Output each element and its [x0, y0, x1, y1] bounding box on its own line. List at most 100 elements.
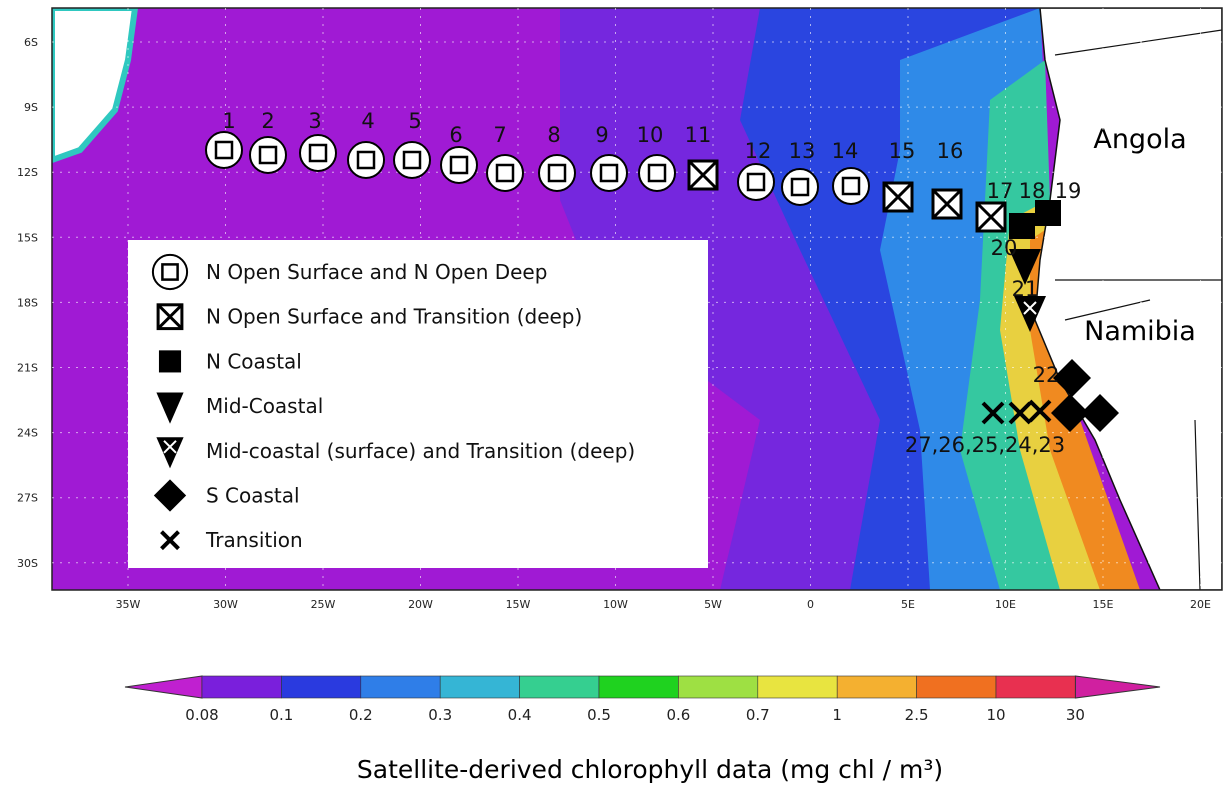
station-label: 12 — [745, 139, 772, 163]
legend-label: N Coastal — [206, 349, 302, 373]
station-marker — [487, 155, 523, 191]
colorbar-label: 0.1 — [269, 706, 293, 724]
station-label: 14 — [832, 139, 859, 163]
lon-tick-label: 5W — [704, 598, 722, 611]
station-label: 9 — [595, 123, 608, 147]
station-label: 17 — [987, 179, 1014, 203]
marker-square — [748, 174, 764, 190]
lon-tick-label: 10E — [995, 598, 1016, 611]
lon-tick-label: 10W — [603, 598, 628, 611]
lat-tick-label: 18S — [17, 296, 38, 309]
colorbar-label: 10 — [986, 706, 1005, 724]
lat-tick-label: 12S — [17, 166, 38, 179]
station-label: 5 — [408, 109, 421, 133]
station-label: 18 — [1019, 179, 1046, 203]
colorbar-segment — [758, 676, 837, 698]
colorbar-segment — [281, 676, 360, 698]
colorbar-segment — [996, 676, 1075, 698]
station-label: 13 — [789, 139, 816, 163]
station-marker — [591, 155, 627, 191]
marker-square — [310, 145, 326, 161]
lat-tick-label: 27S — [17, 492, 38, 505]
station-marker — [738, 164, 774, 200]
legend-label: N Open Surface and Transition (deep) — [206, 305, 582, 329]
colorbar-label: 0.2 — [349, 706, 373, 724]
colorbar-segment — [599, 676, 678, 698]
colorbar-segment — [202, 676, 281, 698]
station-marker — [159, 350, 181, 372]
station-label: 15 — [889, 139, 916, 163]
colorbar-label: 0.4 — [508, 706, 532, 724]
station-label: 22 — [1033, 363, 1060, 387]
station-marker — [539, 155, 575, 191]
lon-tick-label: 20W — [408, 598, 433, 611]
station-marker — [441, 147, 477, 183]
legend-label: N Open Surface and N Open Deep — [206, 260, 547, 284]
station-marker — [689, 161, 717, 189]
colorbar-segment — [361, 676, 440, 698]
legend-label: S Coastal — [206, 484, 300, 508]
station-label: 20 — [991, 236, 1018, 260]
station-marker — [1035, 200, 1061, 226]
station-marker — [158, 305, 182, 329]
lon-tick-label: 30W — [213, 598, 238, 611]
station-marker — [300, 135, 336, 171]
marker-square — [1035, 200, 1061, 226]
station-marker — [206, 132, 242, 168]
station-marker — [977, 203, 1005, 231]
marker-square — [497, 165, 513, 181]
station-label: 16 — [937, 139, 964, 163]
legend-label: Mid-Coastal — [206, 394, 323, 418]
lat-tick-label: 30S — [17, 557, 38, 570]
lon-tick-label: 35W — [116, 598, 141, 611]
legend-label: Mid-coastal (surface) and Transition (de… — [206, 439, 635, 463]
station-marker — [639, 155, 675, 191]
station-marker — [348, 142, 384, 178]
station-label: 1 — [222, 109, 235, 133]
marker-square — [601, 165, 617, 181]
station-label: 10 — [637, 123, 664, 147]
station-label: 19 — [1055, 179, 1082, 203]
figure: Angola Namibia Satellite-derived chlorop… — [0, 0, 1225, 787]
station-marker — [884, 183, 912, 211]
lon-tick-label: 15E — [1093, 598, 1114, 611]
station-marker — [394, 142, 430, 178]
colorbar-label: 0.08 — [185, 706, 218, 724]
lon-tick-label: 5E — [901, 598, 915, 611]
marker-square — [159, 350, 181, 372]
station-label: 27,26,25,24,23 — [905, 433, 1065, 457]
lat-tick-label: 6S — [24, 36, 38, 49]
marker-square — [216, 142, 232, 158]
lon-tick-label: 15W — [506, 598, 531, 611]
station-label: 21 — [1012, 277, 1039, 301]
station-label: 8 — [547, 123, 560, 147]
colorbar-label: 0.7 — [746, 706, 770, 724]
marker-square — [358, 152, 374, 168]
colorbar-end — [125, 676, 202, 698]
station-label: 2 — [261, 109, 274, 133]
country-label: Namibia — [1084, 316, 1196, 347]
station-marker — [933, 190, 961, 218]
colorbar-label: 0.5 — [587, 706, 611, 724]
lon-tick-label: 25W — [311, 598, 336, 611]
colorbar-label: 30 — [1066, 706, 1085, 724]
station-marker — [250, 137, 286, 173]
station-label: 3 — [308, 109, 321, 133]
station-marker — [153, 255, 187, 289]
marker-square — [843, 178, 859, 194]
colorbar-segment — [440, 676, 519, 698]
marker-square — [649, 165, 665, 181]
marker-square — [549, 165, 565, 181]
station-label: 11 — [685, 123, 712, 147]
colorbar-label: 2.5 — [905, 706, 929, 724]
lat-tick-label: 9S — [24, 101, 38, 114]
colorbar-label: 0.6 — [666, 706, 690, 724]
country-label: Angola — [1093, 124, 1186, 155]
colorbar-label: 0.3 — [428, 706, 452, 724]
marker-square — [792, 179, 808, 195]
legend-label: Transition — [205, 528, 303, 552]
marker-square — [260, 147, 276, 163]
marker-square — [162, 264, 177, 279]
lat-tick-label: 21S — [17, 362, 38, 375]
colorbar-label: 1 — [832, 706, 842, 724]
